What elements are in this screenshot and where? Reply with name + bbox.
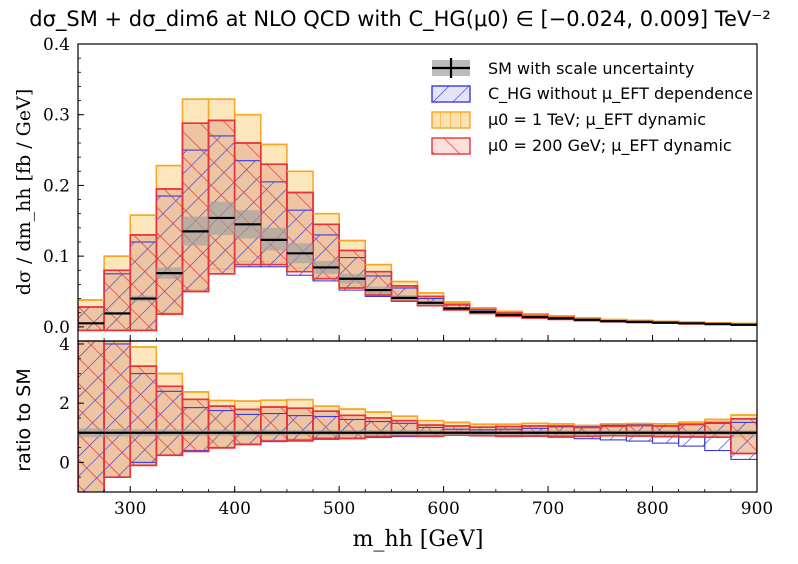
ratio-y-tick-label: 4 <box>59 335 70 355</box>
ratio-mu0-200gev-hatch-bin <box>129 365 158 467</box>
legend-label-mu0-200gev: μ0 = 200 GeV; μ_EFT dynamic <box>488 136 732 156</box>
legend-entry-mu0-200gev: μ0 = 200 GeV; μ_EFT dynamic <box>431 136 732 156</box>
ratio-mu0-200gev-hatch-bin <box>181 398 210 453</box>
x-tick-label: 300 <box>114 499 146 519</box>
top-y-axis-label: dσ / dm_hh [fb / GeV] <box>13 89 35 295</box>
legend: SM with scale uncertainty C_HG without μ… <box>431 58 753 156</box>
ratio-mu0-200gev-hatch-bin <box>730 418 757 455</box>
x-tick-label: 900 <box>741 499 773 519</box>
top-panel <box>78 98 757 332</box>
x-tick-label: 700 <box>532 499 564 519</box>
ratio-mu0-200gev-hatch-bin <box>103 341 132 478</box>
legend-label-mu0-1tev: μ0 = 1 TeV; μ_EFT dynamic <box>488 110 706 130</box>
chart-title: dσ_SM + dσ_dim6 at NLO QCD with C_HG(μ0)… <box>29 7 771 32</box>
top-mu0-200gev-hatch-bin <box>129 234 158 332</box>
top-mu0-200gev-hatch-bin <box>155 188 184 315</box>
ratio-y-tick-label: 0 <box>59 453 70 473</box>
x-tick-label: 800 <box>636 499 668 519</box>
x-tick-label: 600 <box>427 499 459 519</box>
ratio-panel <box>78 341 757 492</box>
top-y-tick-label: 0.4 <box>43 35 70 55</box>
legend-label-chg: C_HG without μ_EFT dependence <box>488 84 753 104</box>
ratio-y-tick-label: 2 <box>59 394 70 414</box>
legend-label-sm: SM with scale uncertainty <box>488 59 694 78</box>
legend-entry-chg: C_HG without μ_EFT dependence <box>431 84 753 104</box>
top-mu0-200gev-hatch-bin <box>181 122 210 293</box>
x-axis-label: m_hh [GeV] <box>353 527 484 552</box>
ratio-y-axis-label: ratio to SM <box>13 368 35 471</box>
top-y-tick-label: 0.0 <box>43 318 70 338</box>
top-y-tick-label: 0.2 <box>43 176 70 196</box>
ratio-mu0-200gev-hatch-bin <box>207 405 236 449</box>
ratio-mu0-200gev-hatch-bin <box>155 385 184 457</box>
ratio-mu0-200gev-hatch-bin <box>260 406 288 442</box>
top-y-tick-label: 0.3 <box>43 106 70 126</box>
legend-entry-mu0-1tev: μ0 = 1 TeV; μ_EFT dynamic <box>431 110 706 130</box>
legend-entry-sm: SM with scale uncertainty <box>432 58 694 78</box>
x-tick-label: 400 <box>218 499 250 519</box>
top-mu0-200gev-hatch-bin <box>103 269 132 332</box>
top-mu0-200gev-hatch-bin <box>207 119 236 275</box>
top-mu0-200gev-hatch-bin <box>233 142 262 266</box>
ratio-mu0-200gev-hatch-bin <box>233 408 262 446</box>
top-y-tick-label: 0.1 <box>43 247 70 267</box>
x-tick-label: 500 <box>323 499 355 519</box>
